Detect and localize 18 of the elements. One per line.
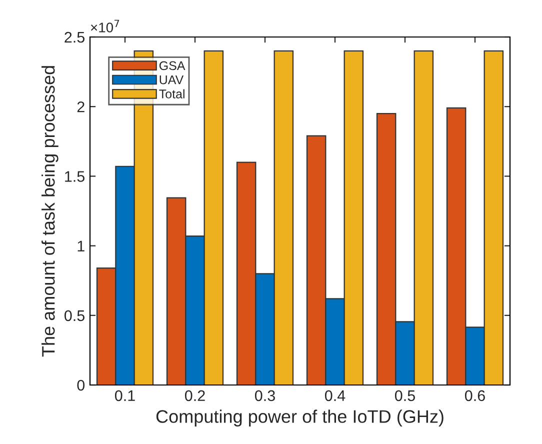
y-tick-label: 2.5 (64, 32, 84, 43)
x-tick-label: 0.5 (394, 390, 415, 402)
x-axis-title: Computing power of the IoTD (GHz) (156, 410, 444, 426)
y-tick-label: 0 (77, 380, 85, 391)
x-tick-label: 0.2 (184, 390, 205, 402)
y-tick-label: 1.5 (65, 171, 84, 182)
legend-label: Total (159, 89, 184, 98)
x-tick-label: 0.3 (254, 390, 275, 402)
y-axis-title: The amount of task being processed (42, 66, 58, 357)
x-tick-label: 0.1 (114, 390, 135, 402)
y-tick-label: 2 (77, 101, 84, 112)
text: ×10$^{7}$ (90, 20, 120, 32)
y-tick-label: 0.5 (64, 310, 84, 322)
y-tick-label: 1 (78, 240, 84, 252)
legend-label: UAV (160, 76, 184, 84)
x-tick-label: 0.6 (464, 390, 485, 402)
legend-label: GSA (159, 61, 186, 70)
x-tick-label: 0.4 (324, 390, 346, 402)
